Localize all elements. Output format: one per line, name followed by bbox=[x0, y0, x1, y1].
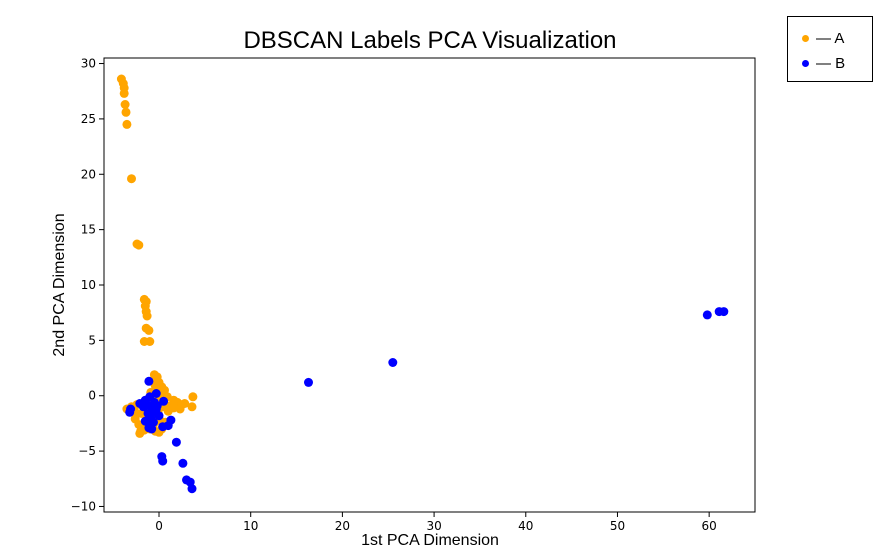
legend-item-a: — A bbox=[802, 28, 844, 48]
legend-item-b: — B bbox=[802, 53, 845, 73]
data-point-b bbox=[719, 307, 729, 317]
legend-label-b: — B bbox=[816, 54, 846, 72]
y-tick-label: 25 bbox=[81, 112, 96, 126]
y-tick-label: 10 bbox=[81, 278, 96, 292]
data-point-b bbox=[125, 407, 135, 417]
plot-area bbox=[103, 57, 756, 513]
legend-label-a: — A bbox=[816, 29, 845, 47]
y-tick-label: 5 bbox=[88, 333, 96, 347]
y-tick-label: 30 bbox=[81, 57, 96, 71]
data-point-b bbox=[702, 310, 712, 320]
data-point-a bbox=[134, 240, 144, 250]
data-point-a bbox=[187, 402, 197, 412]
legend-marker-b bbox=[802, 59, 809, 67]
data-point-a bbox=[188, 392, 198, 402]
data-point-a bbox=[145, 337, 155, 346]
legend-marker-a bbox=[802, 34, 809, 42]
y-tick-label: 20 bbox=[81, 167, 96, 181]
data-point-b bbox=[151, 404, 161, 414]
data-point-b bbox=[158, 422, 168, 432]
data-point-a bbox=[122, 119, 132, 129]
y-axis-label: 2nd PCA Dimension bbox=[51, 213, 68, 356]
data-point-b bbox=[187, 484, 197, 494]
x-tick-label: 40 bbox=[518, 519, 533, 533]
data-point-b bbox=[178, 458, 188, 468]
x-tick-label: 10 bbox=[243, 519, 258, 533]
x-axis: 0 10 20 30 40 50 60 bbox=[155, 512, 717, 533]
data-point-a bbox=[127, 174, 136, 184]
y-tick-label: 15 bbox=[81, 223, 96, 237]
data-point-a bbox=[121, 107, 131, 117]
data-point-b bbox=[147, 424, 157, 434]
y-tick-label: 0 bbox=[88, 389, 96, 403]
data-point-b bbox=[144, 376, 154, 386]
y-tick-label: −5 bbox=[78, 444, 96, 458]
x-tick-label: 60 bbox=[702, 519, 717, 533]
data-point-b bbox=[171, 437, 181, 447]
data-point-b bbox=[158, 456, 168, 466]
x-axis-label: 1st PCA Dimension bbox=[361, 532, 499, 549]
chart-title: DBSCAN Labels PCA Visualization bbox=[243, 27, 616, 54]
data-point-a bbox=[130, 414, 140, 424]
data-point-a bbox=[180, 399, 190, 408]
data-point-a bbox=[119, 88, 129, 98]
x-tick-label: 50 bbox=[610, 519, 625, 533]
data-point-b bbox=[138, 402, 148, 412]
data-point-b bbox=[159, 396, 169, 406]
data-points bbox=[116, 74, 729, 494]
x-tick-label: 20 bbox=[335, 519, 350, 533]
chart-legend: — A — B bbox=[787, 16, 873, 82]
y-tick-label: −10 bbox=[71, 499, 96, 513]
x-tick-label: 30 bbox=[426, 519, 441, 533]
data-point-b bbox=[304, 377, 313, 387]
data-point-b bbox=[388, 358, 398, 367]
y-axis: −10 −5 0 5 10 15 20 25 30 bbox=[71, 57, 104, 513]
x-tick-label: 0 bbox=[155, 519, 163, 533]
data-point-a bbox=[142, 311, 152, 321]
data-point-a bbox=[144, 325, 154, 335]
data-point-a bbox=[120, 100, 130, 109]
